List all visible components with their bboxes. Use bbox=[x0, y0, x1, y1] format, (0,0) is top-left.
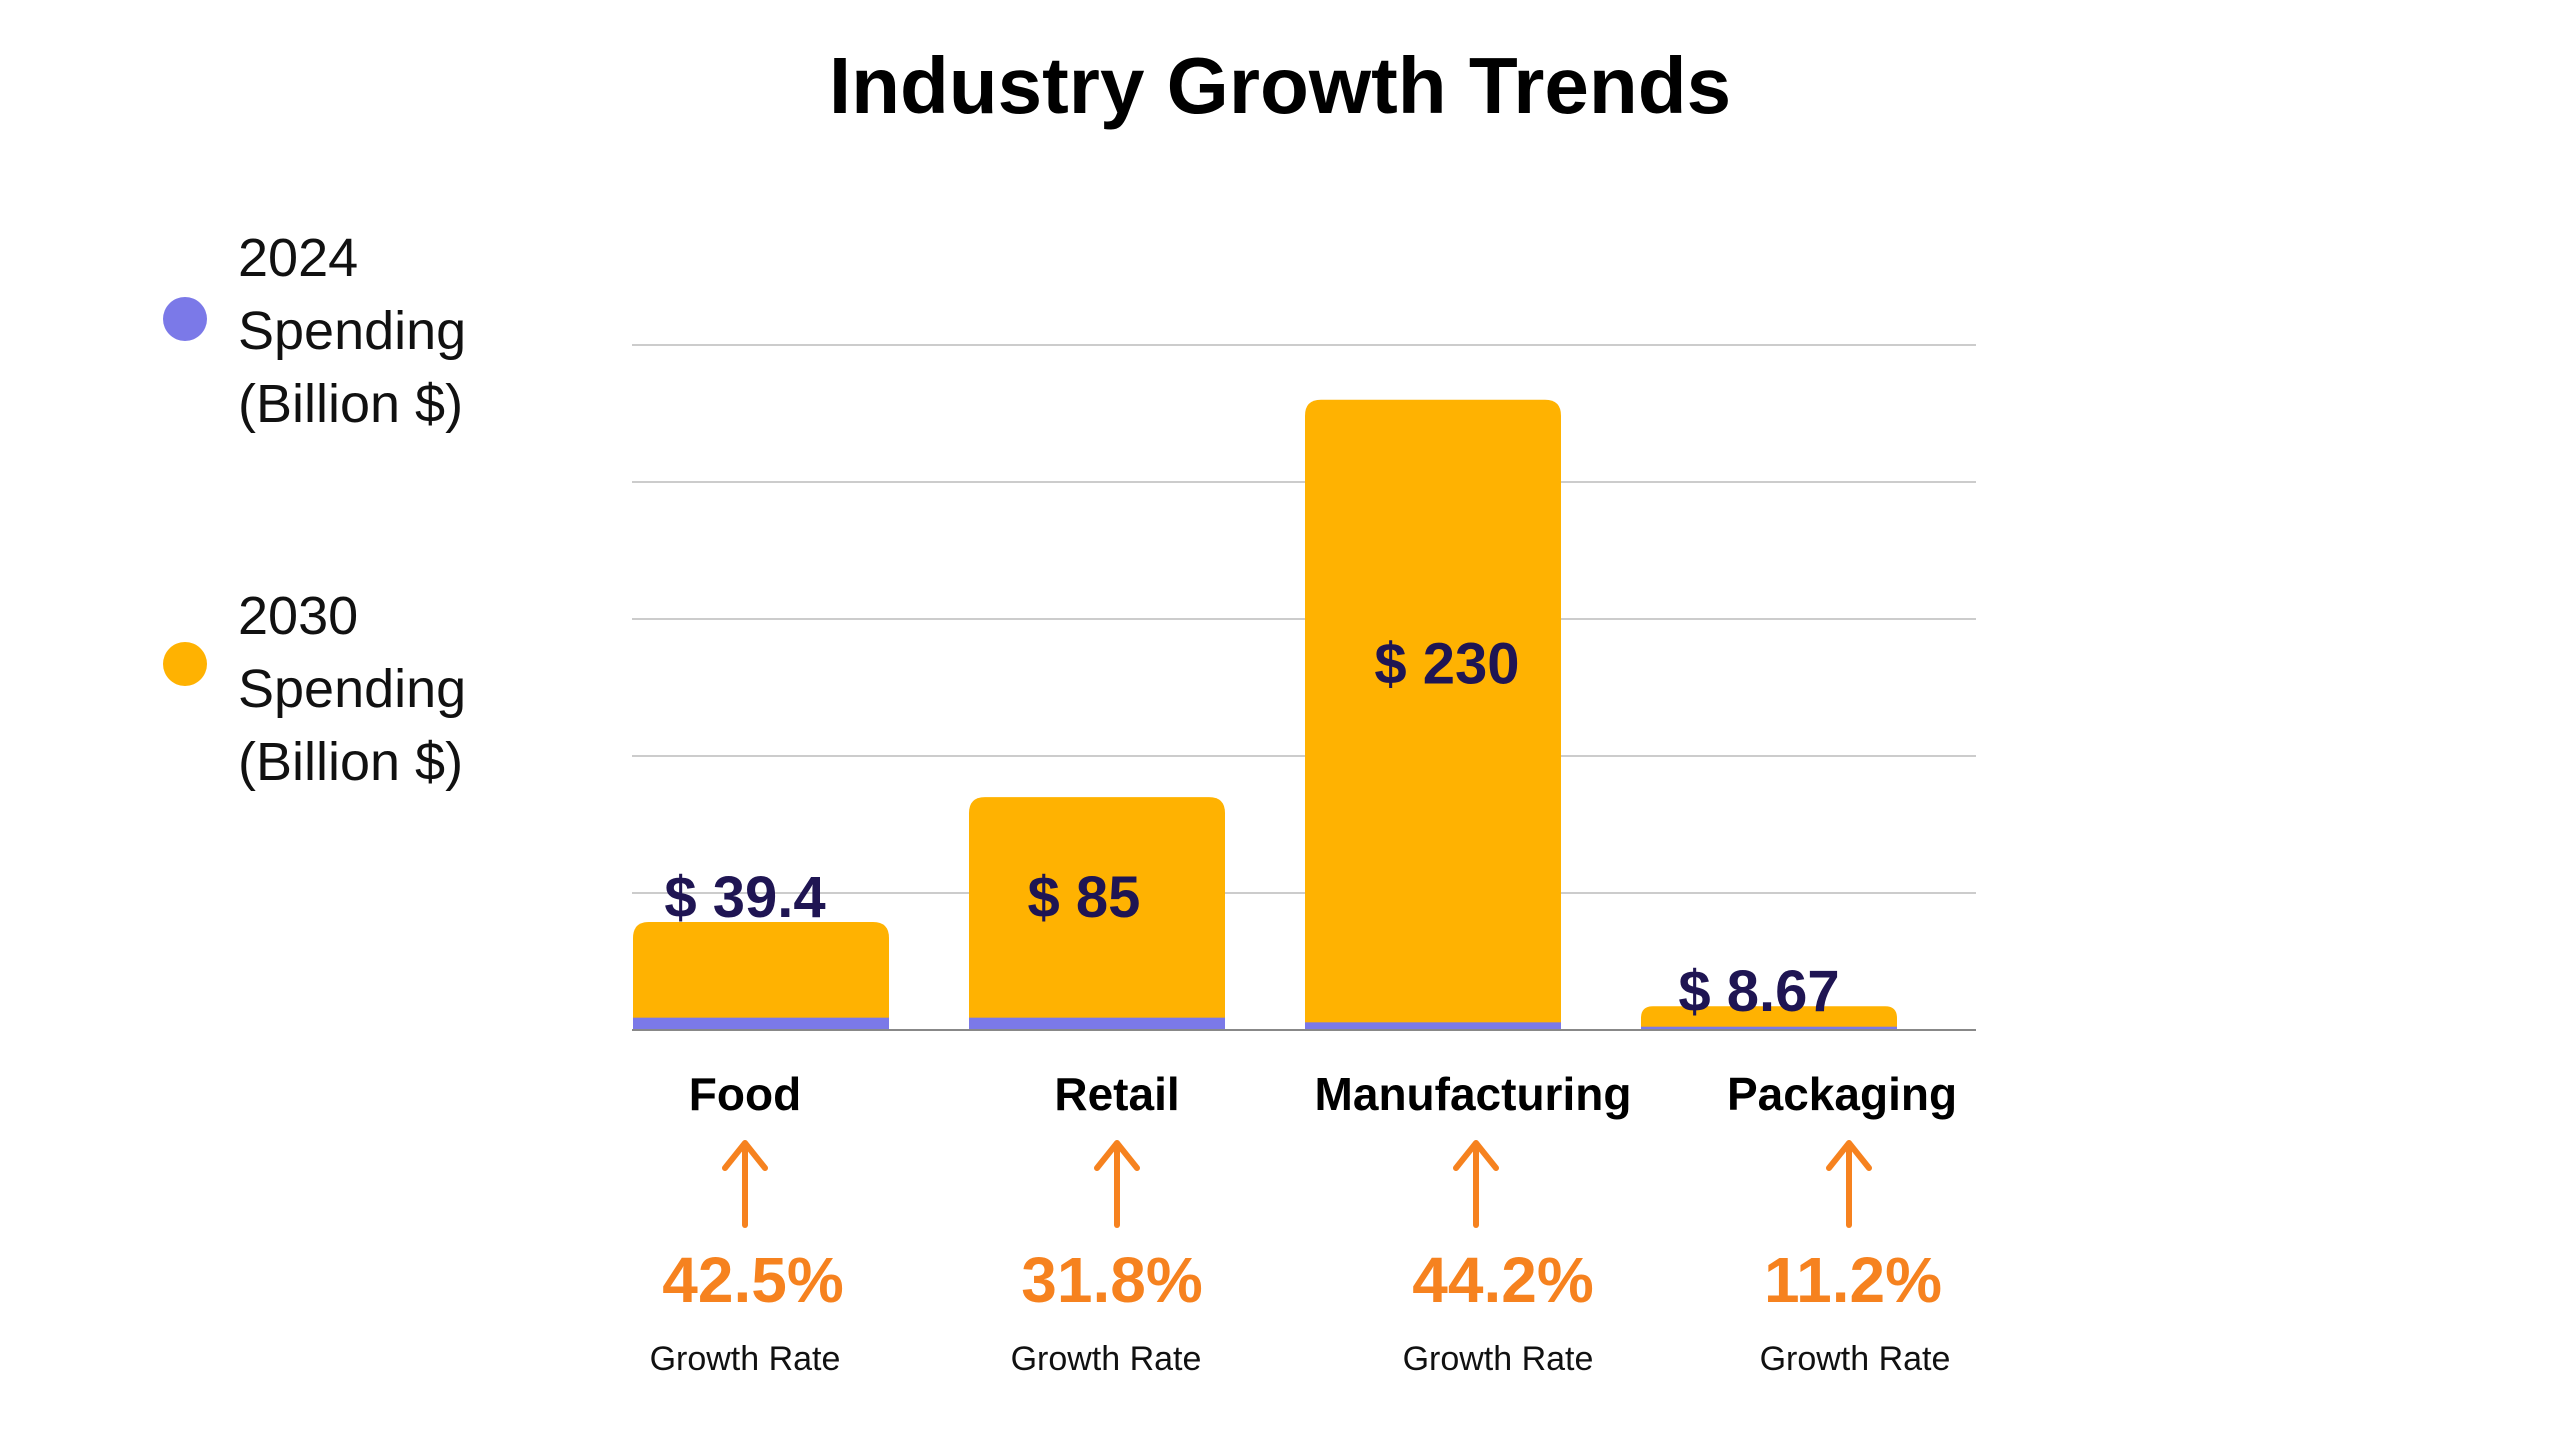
bar-2030 bbox=[1641, 1006, 1897, 1030]
growth-caption: Growth Rate bbox=[650, 1340, 841, 1378]
legend-label-2024: 2024 Spending (Billion $) bbox=[238, 228, 467, 434]
legend-dot-2030 bbox=[163, 642, 207, 686]
growth-rate: 11.2% bbox=[1764, 1244, 1942, 1316]
bar-value-label: $ 230 bbox=[1374, 631, 1519, 696]
growth-rate: 31.8% bbox=[1021, 1244, 1202, 1316]
bar-value-label: $ 39.4 bbox=[664, 865, 825, 930]
growth-caption: Growth Rate bbox=[1760, 1340, 1951, 1378]
category-label: Retail bbox=[1054, 1068, 1179, 1120]
growth-arrow-head bbox=[722, 1140, 768, 1171]
legend-label-2030: 2030 Spending (Billion $) bbox=[238, 586, 467, 792]
growth-rate: 44.2% bbox=[1412, 1244, 1593, 1316]
growth-caption: Growth Rate bbox=[1403, 1340, 1594, 1378]
bar-2030 bbox=[633, 922, 889, 1030]
bar-2030 bbox=[969, 797, 1225, 1030]
category-label: Packaging bbox=[1727, 1068, 1957, 1120]
growth-arrow-head bbox=[1826, 1140, 1872, 1171]
growth-arrow-head bbox=[1094, 1140, 1140, 1171]
bar-value-label: $ 85 bbox=[1028, 865, 1141, 930]
bar-value-label: $ 8.67 bbox=[1678, 959, 1839, 1024]
bar-2024 bbox=[969, 1017, 1225, 1030]
growth-rate: 42.5% bbox=[662, 1244, 843, 1316]
chart-title: Industry Growth Trends bbox=[828, 41, 1732, 130]
bar-2024 bbox=[1305, 1022, 1561, 1030]
bar-2030 bbox=[1305, 399, 1561, 1030]
growth-arrow-head bbox=[1453, 1140, 1499, 1171]
bar-2024 bbox=[633, 1017, 889, 1030]
legend-dot-2024 bbox=[163, 297, 207, 341]
category-label: Food bbox=[689, 1068, 801, 1120]
category-label: Manufacturing bbox=[1315, 1068, 1632, 1120]
bar-2024 bbox=[1641, 1026, 1897, 1030]
growth-caption: Growth Rate bbox=[1011, 1340, 1202, 1378]
